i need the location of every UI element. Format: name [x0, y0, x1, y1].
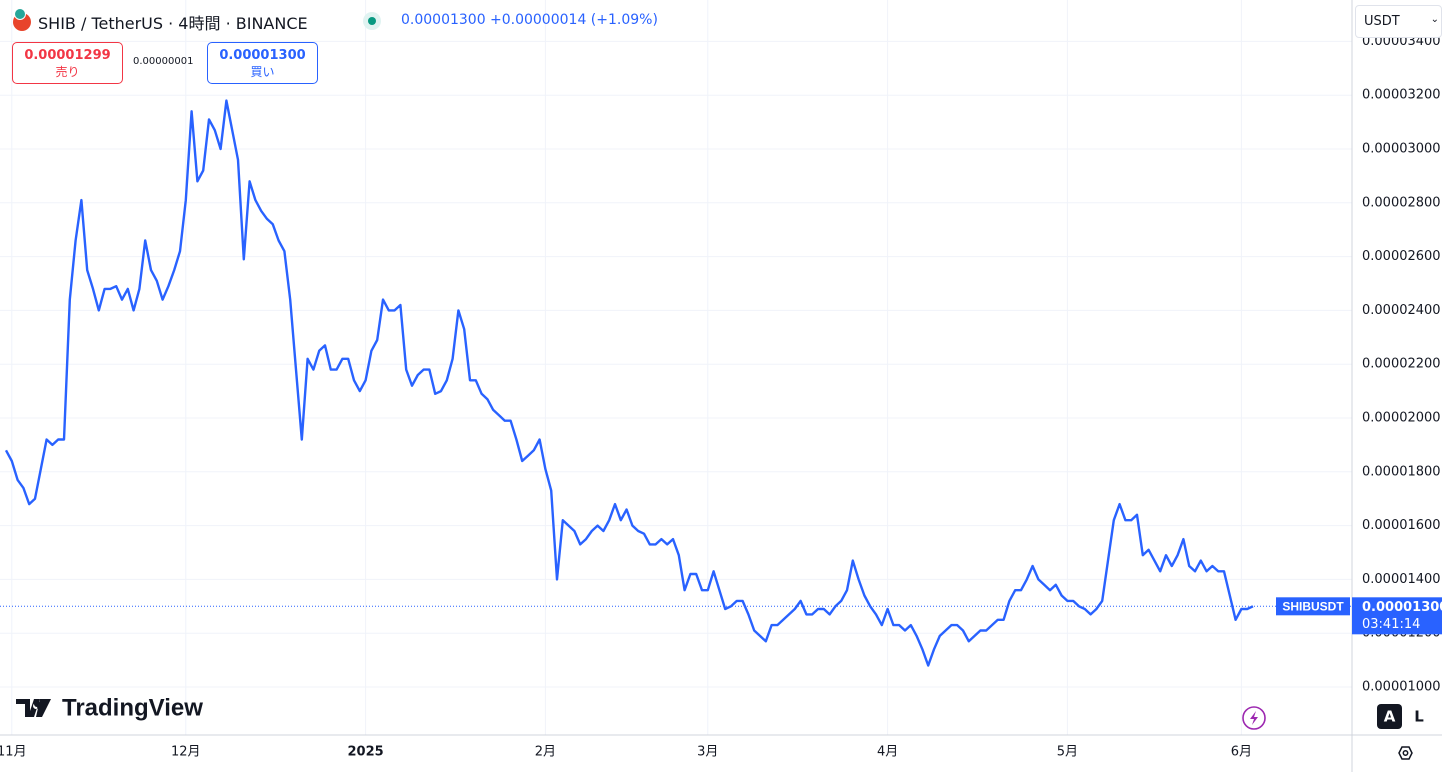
y-tick-label: 0.00003000 — [1362, 142, 1441, 157]
alert-circle[interactable] — [1242, 706, 1266, 730]
currency-label[interactable]: USDT — [1364, 14, 1400, 29]
exchange-icon — [14, 8, 26, 20]
last-price: 0.00001300 — [401, 12, 486, 28]
y-tick-label: 0.00001400 — [1362, 572, 1441, 587]
y-tick-label: 0.00002400 — [1362, 303, 1441, 318]
y-tick-label: 0.00002000 — [1362, 411, 1441, 426]
logo-text: TradingView — [62, 694, 203, 721]
settings-icon[interactable] — [1398, 746, 1413, 760]
logo-dot — [34, 701, 40, 707]
x-tick-label: 2025 — [348, 745, 384, 760]
dropdown-arrow[interactable]: ⌄ — [1430, 14, 1439, 25]
settings-dot[interactable] — [1402, 750, 1409, 756]
symbol-tag-bg — [1276, 597, 1350, 616]
x-tick-label: 3月 — [697, 745, 718, 760]
buy-label[interactable]: 買い — [250, 65, 275, 79]
y-tick-label: 0.00001600 — [1362, 518, 1441, 533]
x-tick-label: 2月 — [535, 745, 556, 760]
logo: TradingView — [16, 694, 203, 721]
buy-price[interactable]: 0.00001300 — [219, 48, 306, 63]
price-change: +0.00000014 (+1.09%) — [490, 12, 658, 28]
y-tick-label: 0.00002800 — [1362, 195, 1441, 210]
sell-button[interactable]: 0.00001299 売り — [12, 42, 123, 84]
countdown: 03:41:14 — [1362, 617, 1420, 632]
series-layer — [4, 99, 1254, 667]
x-tick-label: 5月 — [1057, 745, 1078, 760]
alert-button[interactable] — [1242, 706, 1266, 730]
alert-icon[interactable] — [1250, 711, 1258, 725]
y-tick-label: 0.00001800 — [1362, 464, 1441, 479]
buy-button[interactable]: 0.00001300 買い — [207, 42, 318, 84]
log-scale-label[interactable]: L — [1414, 708, 1424, 726]
logo-icon — [16, 699, 40, 717]
currency-dropdown[interactable]: USDT ⌄ — [1355, 5, 1442, 38]
y-tick-label: 0.00002600 — [1362, 249, 1441, 264]
x-tick-label: 11月 — [0, 745, 27, 760]
market-status — [368, 17, 376, 25]
y-tick-label: 0.00003200 — [1362, 88, 1441, 103]
overlay: SHIBUSDT 0.00001300 03:41:14 — [0, 597, 1442, 635]
price-line — [4, 99, 1254, 667]
price-tag: 0.00001300 — [1362, 600, 1442, 615]
symbol-title[interactable]: SHIB / TetherUS · 4時間 · BINANCE — [38, 14, 308, 33]
sell-label[interactable]: 売り — [55, 65, 80, 79]
x-tick-label: 6月 — [1231, 745, 1252, 760]
sell-price[interactable]: 0.00001299 — [24, 48, 111, 63]
y-tick-label: 0.00002200 — [1362, 357, 1441, 372]
spread: 0.00000001 — [133, 56, 194, 67]
logo-mark — [36, 699, 51, 717]
x-tick-label: 4月 — [877, 745, 898, 760]
settings-button[interactable] — [1398, 746, 1413, 760]
y-tick-label: 0.00001000 — [1362, 680, 1441, 695]
symbol-tag: SHIBUSDT — [1282, 599, 1344, 613]
auto-scale-label[interactable]: A — [1384, 708, 1396, 726]
price-tag-bg — [1352, 597, 1442, 635]
x-tick-label: 12月 — [171, 745, 201, 760]
auto-scale-button[interactable] — [1377, 704, 1402, 729]
